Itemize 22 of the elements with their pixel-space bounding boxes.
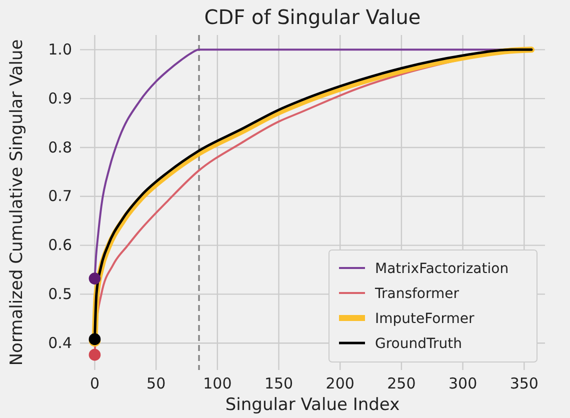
legend-label: MatrixFactorization bbox=[375, 261, 509, 277]
y-tick-label: 0.5 bbox=[48, 284, 72, 303]
y-tick-label: 0.6 bbox=[48, 236, 72, 254]
legend-label: ImputeFormer bbox=[375, 311, 475, 327]
chart-title: CDF of Singular Value bbox=[204, 5, 421, 29]
legend-label: GroundTruth bbox=[375, 336, 462, 352]
x-axis-title: Singular Value Index bbox=[225, 395, 400, 415]
y-axis-title: Normalized Cumulative Singular Value bbox=[7, 39, 27, 366]
y-tick-label: 1.0 bbox=[48, 40, 72, 58]
legend-label: Transformer bbox=[374, 286, 460, 302]
x-tick-label: 350 bbox=[510, 374, 538, 393]
y-tick-label: 0.8 bbox=[48, 138, 72, 156]
y-tick-label: 0.9 bbox=[48, 89, 72, 108]
x-tick-label: 50 bbox=[146, 374, 166, 393]
x-tick-label: 150 bbox=[264, 374, 294, 393]
y-tick-label: 0.4 bbox=[48, 334, 72, 352]
x-tick-label: 300 bbox=[448, 374, 478, 393]
x-tick-label: 100 bbox=[203, 374, 232, 393]
x-tick-label: 250 bbox=[387, 374, 416, 393]
x-tick-label: 200 bbox=[326, 374, 354, 393]
x-tick-label: 0 bbox=[90, 374, 100, 393]
y-tick-label: 0.7 bbox=[48, 187, 72, 206]
